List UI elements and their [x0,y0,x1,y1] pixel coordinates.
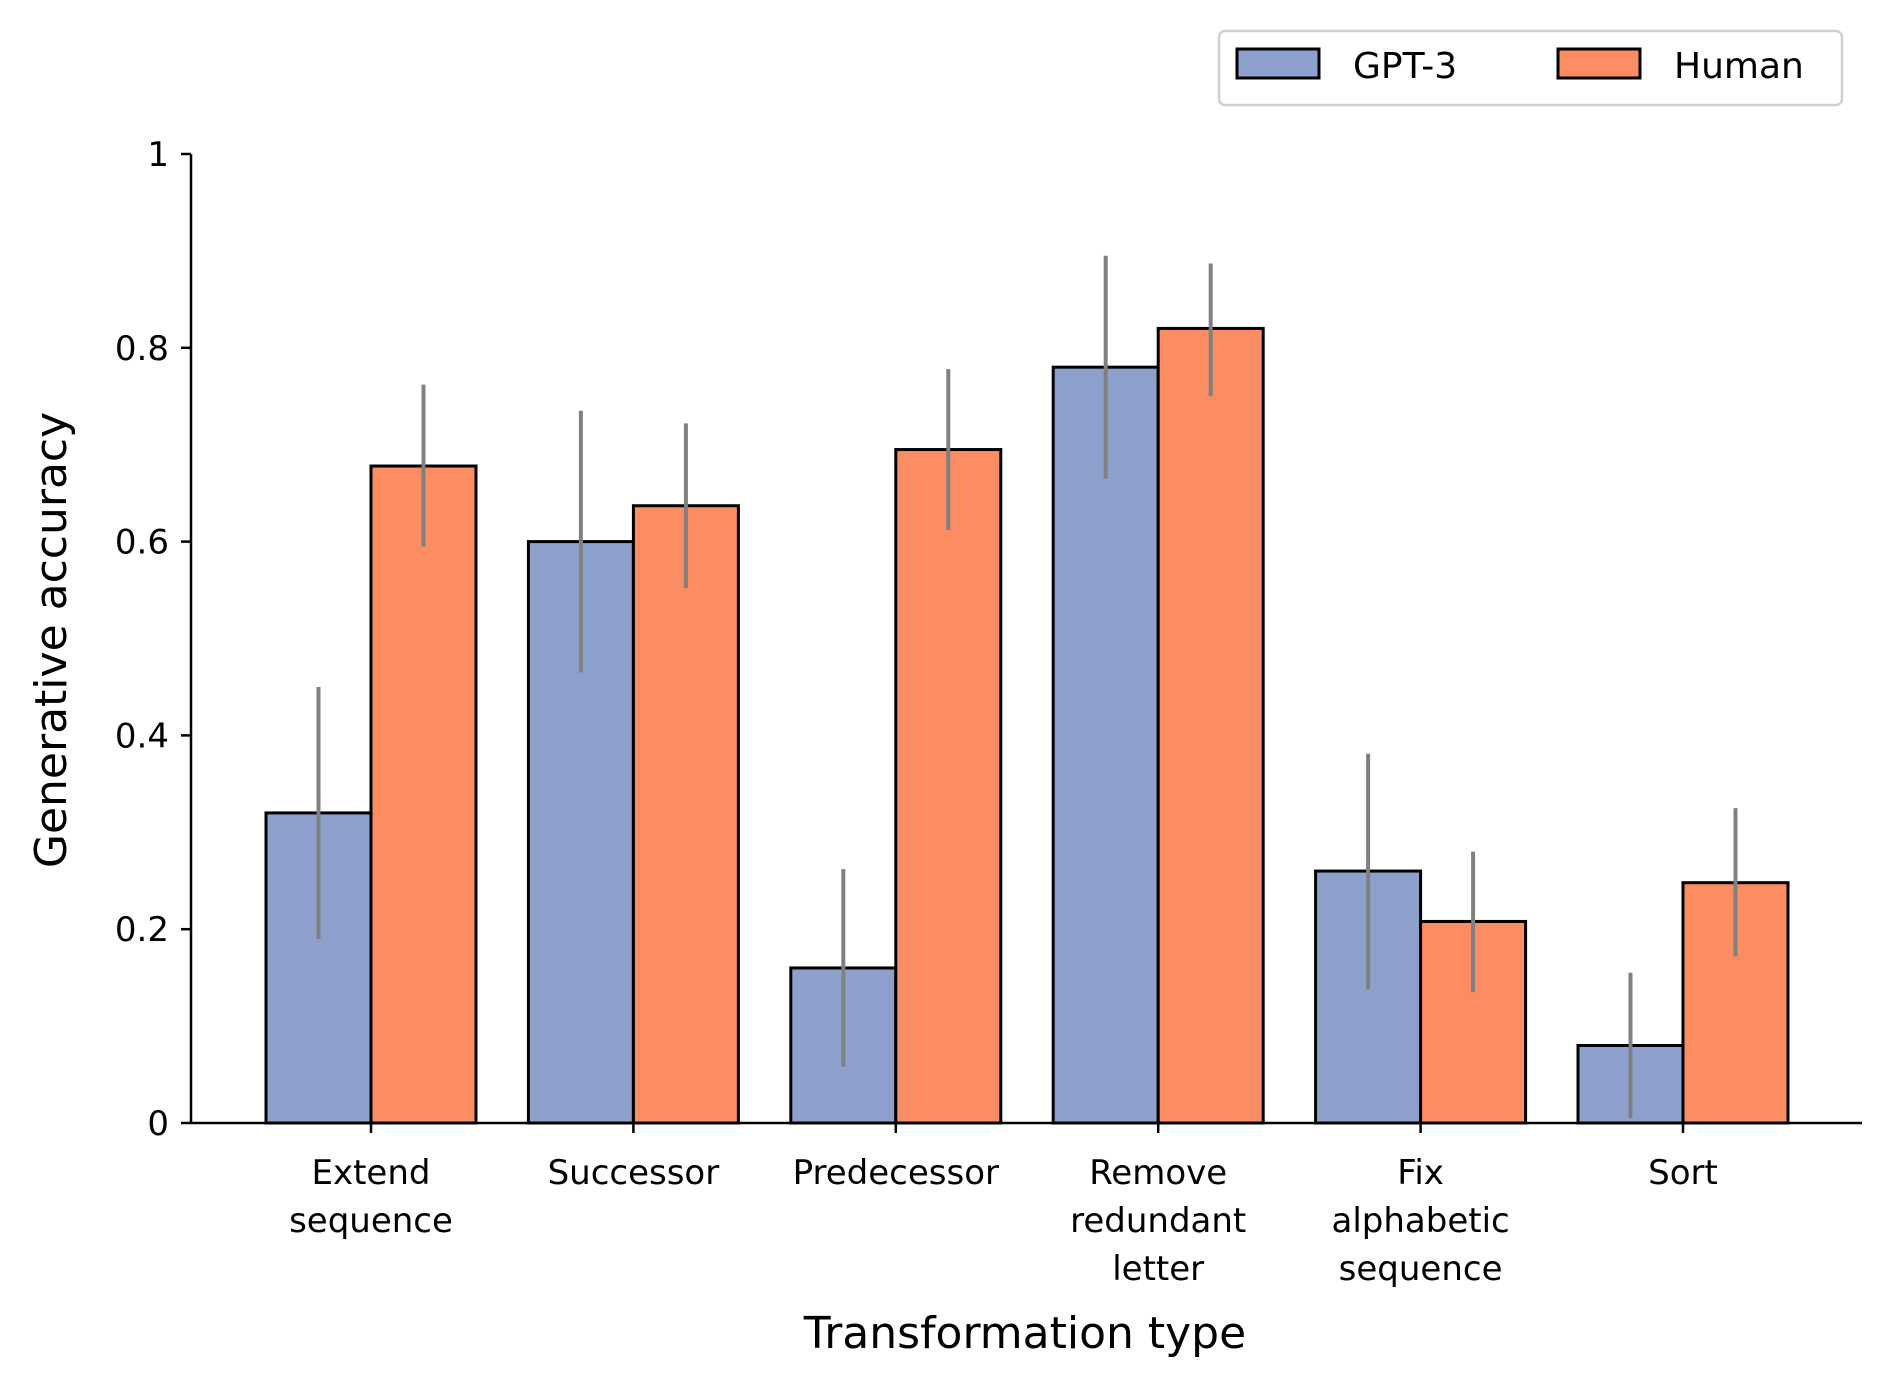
x-tick-label: Sort [1648,1153,1718,1193]
bar-human-2 [894,448,1003,1125]
legend-swatch-gpt-3 [1235,47,1321,80]
x-tick-label: Predecessor [793,1153,999,1193]
y-tick-label: 0 [147,1104,169,1144]
bar-human-0 [369,464,478,1125]
y-tick-label: 0.8 [115,329,169,369]
y-tick-label: 1 [147,135,169,175]
x-axis-title: Transformation type [803,1308,1246,1359]
bar-human-3 [1156,326,1265,1125]
y-tick-label: 0.2 [115,910,169,950]
error-bars-layer [316,255,1738,1119]
x-tick-label: Successor [548,1153,720,1193]
y-axis-title: Generative accuracy [26,412,77,868]
legend-frame [1217,29,1844,107]
legend: GPT-3 Human [1217,29,1844,107]
legend-label-gpt-3: GPT-3 [1353,46,1457,87]
legend-swatch-human [1556,47,1642,80]
axes-layer: 0 0.2 0.4 0.6 0.8 1 Extend sequence Successor Pre… [115,135,1862,1289]
bars-layer [264,326,1790,1125]
y-tick-label: 0.4 [115,716,169,756]
legend-label-human: Human [1674,46,1804,87]
x-tick-label: Fix alphabetic sequence [1331,1153,1509,1289]
x-tick-label: Remove redundant letter [1070,1153,1246,1289]
bar-human-1 [631,504,740,1125]
bar-gpt-3-3 [1051,365,1160,1125]
y-tick-label: 0.6 [115,523,169,563]
x-tick-label: Extend sequence [289,1153,453,1241]
